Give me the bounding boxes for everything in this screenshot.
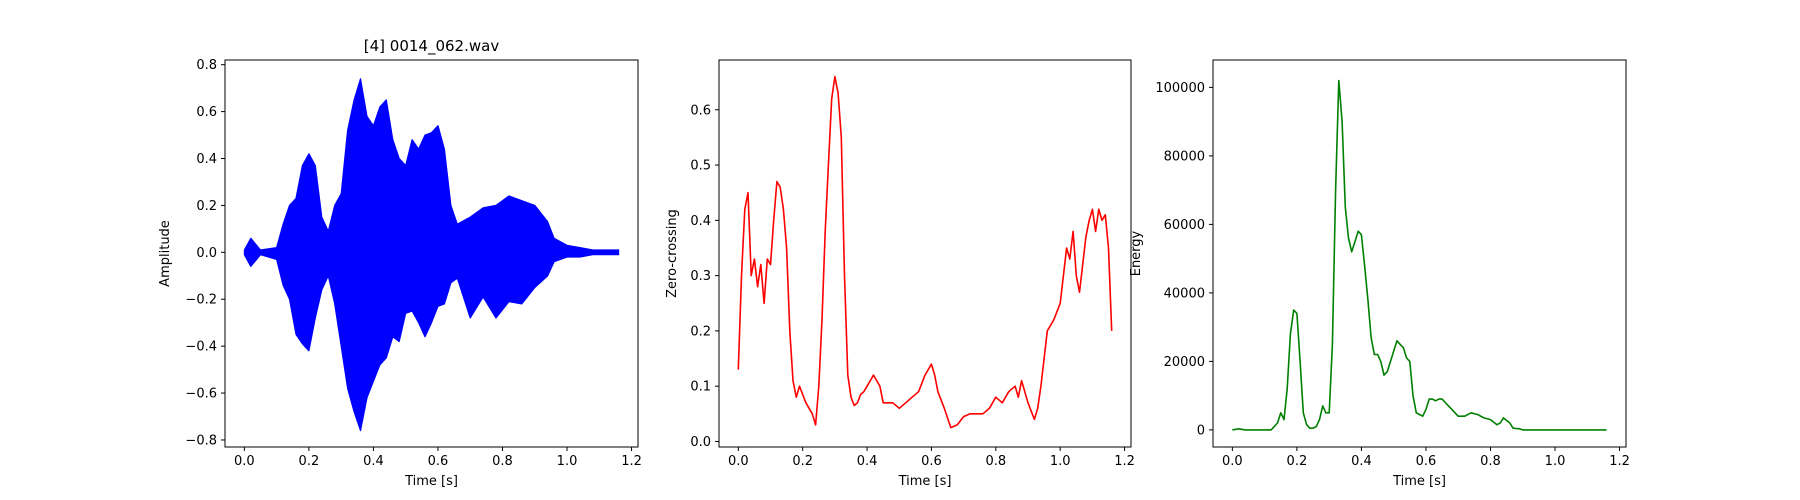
x-tick-label: 1.2 bbox=[1114, 454, 1135, 469]
axes-frame-zero-crossing bbox=[718, 59, 1132, 448]
x-tick-label: 1.0 bbox=[1545, 454, 1566, 469]
y-tick-label: 80000 bbox=[1164, 149, 1205, 164]
y-tick-label: −0.8 bbox=[185, 433, 217, 448]
y-tick-label: 0.3 bbox=[690, 269, 711, 284]
x-tick-label: 0.6 bbox=[921, 454, 942, 469]
axes-frame-amplitude bbox=[224, 59, 639, 448]
axes-frame-energy bbox=[1212, 59, 1627, 448]
x-tick-label: 1.2 bbox=[621, 454, 642, 469]
x-axis-label: Time [s] bbox=[898, 474, 952, 489]
series-line-zero-crossing bbox=[737, 75, 1113, 429]
x-tick-label: 0.4 bbox=[1351, 454, 1372, 469]
subplot-zero-crossing: 0.0 0.2 0.4 0.6 0.8 1.0 1.2 0.0 0.1 0.2 0.3 0.4 0.5 0… bbox=[665, 59, 1135, 489]
y-tick-label: 0.6 bbox=[196, 105, 217, 120]
y-tick-label: 100000 bbox=[1155, 81, 1205, 96]
y-tick-label: 0.8 bbox=[196, 58, 217, 73]
x-tick-label: 1.0 bbox=[557, 454, 578, 469]
y-tick-label: 0.0 bbox=[196, 246, 217, 261]
waveform-amplitude bbox=[243, 78, 620, 432]
y-tick-label: 0.0 bbox=[690, 435, 711, 450]
x-tick-label: 0.0 bbox=[728, 454, 749, 469]
subplot-amplitude: 0.0 0.2 0.4 0.6 0.8 1.0 1.2 −0.8 −0.6 −0.4 −0.2 0.0… bbox=[158, 37, 642, 489]
x-tick-label: 0.8 bbox=[985, 454, 1006, 469]
y-axis-label: Zero-crossing bbox=[665, 209, 680, 298]
y-tick-label: 0.6 bbox=[690, 103, 711, 118]
x-tick-label: 0.0 bbox=[1222, 454, 1243, 469]
series-line-energy bbox=[1232, 79, 1607, 431]
x-tick-label: 0.4 bbox=[857, 454, 878, 469]
y-tick-label: 0.2 bbox=[196, 199, 217, 214]
y-tick-label: 0.4 bbox=[196, 152, 217, 167]
y-tick-label: 0.5 bbox=[690, 159, 711, 174]
y-tick-label: −0.4 bbox=[185, 340, 217, 355]
y-tick-label: 0.1 bbox=[690, 380, 711, 395]
x-tick-label: 1.0 bbox=[1050, 454, 1071, 469]
x-tick-label: 1.2 bbox=[1609, 454, 1630, 469]
x-tick-label: 0.6 bbox=[1416, 454, 1437, 469]
y-tick-label: 60000 bbox=[1164, 218, 1205, 233]
x-tick-label: 0.2 bbox=[792, 454, 813, 469]
x-tick-label: 0.8 bbox=[492, 454, 513, 469]
x-tick-label: 0.2 bbox=[1287, 454, 1308, 469]
y-tick-label: 0 bbox=[1197, 423, 1205, 438]
y-axis-label: Amplitude bbox=[158, 220, 173, 287]
x-tick-label: 0.6 bbox=[428, 454, 449, 469]
subplot-energy: 0.0 0.2 0.4 0.6 0.8 1.0 1.2 0 20000 40000 60000 800… bbox=[1129, 59, 1630, 489]
y-tick-label: −0.6 bbox=[185, 387, 217, 402]
chart-title: [4] 0014_062.wav bbox=[364, 37, 500, 56]
x-tick-label: 0.8 bbox=[1480, 454, 1501, 469]
x-tick-label: 0.4 bbox=[363, 454, 384, 469]
y-tick-label: 0.4 bbox=[690, 214, 711, 229]
x-axis-label: Time [s] bbox=[404, 474, 458, 489]
y-tick-label: 0.2 bbox=[690, 324, 711, 339]
y-tick-label: −0.2 bbox=[185, 293, 217, 308]
subplots: 0.0 0.2 0.4 0.6 0.8 1.0 1.2 −0.8 −0.6 −0.4 −0.2 0.0… bbox=[158, 37, 1630, 489]
y-tick-label: 40000 bbox=[1164, 286, 1205, 301]
x-tick-label: 0.0 bbox=[234, 454, 255, 469]
x-tick-label: 0.2 bbox=[299, 454, 320, 469]
y-tick-label: 20000 bbox=[1164, 355, 1205, 370]
x-axis-label: Time [s] bbox=[1392, 474, 1446, 489]
y-axis-label: Energy bbox=[1129, 230, 1144, 276]
